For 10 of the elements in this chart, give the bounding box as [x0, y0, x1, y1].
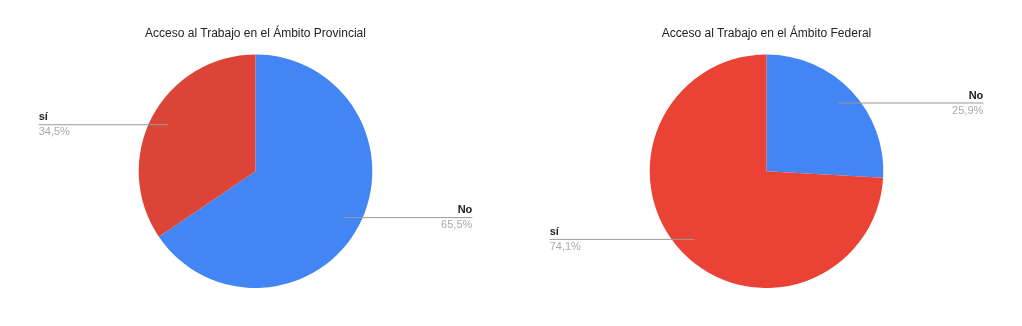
slice-label: No: [968, 88, 984, 101]
data-label: 34,5%: [38, 125, 71, 138]
data-label: 74,1%: [549, 239, 582, 252]
slice-label: sí: [38, 110, 49, 123]
data-label: 65,5%: [441, 218, 473, 231]
chart-title: Acceso al Trabajo en el Ámbito Provincial: [145, 24, 366, 40]
slice-label: sí: [549, 224, 560, 237]
slice-label: No: [457, 203, 473, 216]
data-label: 25,9%: [952, 103, 984, 116]
chart-title: Acceso al Trabajo en el Ámbito Federal: [661, 24, 872, 40]
